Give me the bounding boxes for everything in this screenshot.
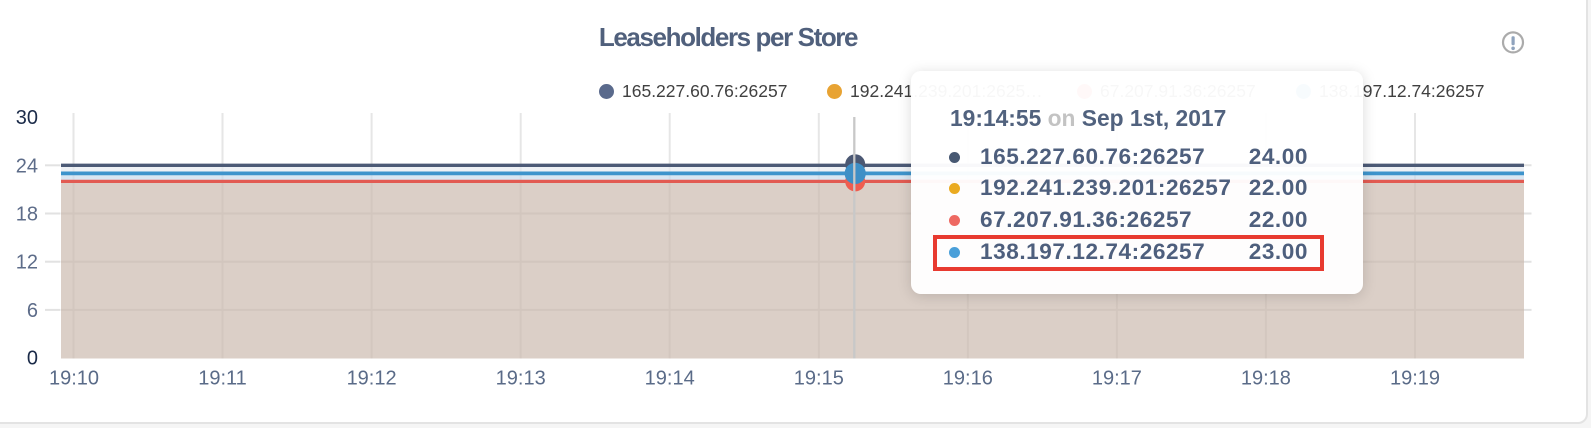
svg-text:19:19: 19:19 <box>1390 368 1440 390</box>
svg-text:19:13: 19:13 <box>496 368 546 390</box>
svg-text:6: 6 <box>27 300 38 322</box>
svg-text:12: 12 <box>16 252 38 274</box>
svg-text:19:16: 19:16 <box>943 368 993 390</box>
svg-text:19:18: 19:18 <box>1241 368 1291 390</box>
svg-text:19:15: 19:15 <box>794 368 844 390</box>
svg-text:19:17: 19:17 <box>1092 368 1142 390</box>
svg-text:19:12: 19:12 <box>347 368 397 390</box>
svg-text:24: 24 <box>16 155 38 177</box>
svg-text:19:10: 19:10 <box>49 368 99 390</box>
svg-text:19:11: 19:11 <box>198 368 247 390</box>
svg-text:30: 30 <box>16 107 38 129</box>
svg-text:18: 18 <box>16 204 38 226</box>
svg-text:19:14: 19:14 <box>645 368 695 390</box>
svg-text:0: 0 <box>27 348 38 370</box>
